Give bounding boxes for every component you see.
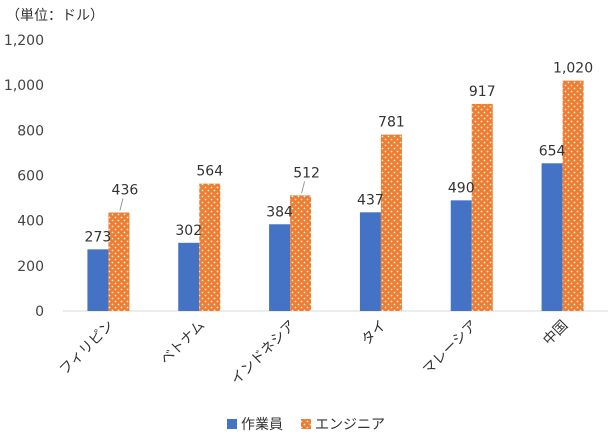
leader-line xyxy=(301,181,306,194)
bars xyxy=(87,80,584,312)
data-label: 436 xyxy=(112,183,139,199)
data-label: 384 xyxy=(266,204,293,220)
y-tick-label: 200 xyxy=(17,259,44,275)
category-label: 中国 xyxy=(540,318,571,349)
bar-worker xyxy=(359,212,381,311)
data-label: 302 xyxy=(175,223,202,239)
y-tick-label: 1,000 xyxy=(4,78,44,94)
data-labels: 273 436 302 564 384 512 437 781 490 917 654 1,020 xyxy=(85,61,594,246)
data-label: 781 xyxy=(378,115,405,131)
category-label: タイ xyxy=(359,318,390,349)
y-tick-label: 0 xyxy=(35,304,44,320)
data-label: 273 xyxy=(85,229,112,245)
bar-worker xyxy=(87,249,109,311)
legend: 作業員 エンジニア xyxy=(227,417,385,433)
data-label: 654 xyxy=(539,143,566,159)
y-tick-label: 400 xyxy=(17,214,44,230)
y-axis: 0 200 400 600 800 1,000 1,200 xyxy=(4,33,44,320)
bar-engineer xyxy=(108,212,130,311)
legend-swatch-engineer xyxy=(301,419,311,429)
y-tick-label: 800 xyxy=(17,123,44,139)
legend-swatch-worker xyxy=(227,419,237,429)
bar-engineer xyxy=(199,183,221,311)
bar-worker xyxy=(450,200,472,311)
legend-label-worker: 作業員 xyxy=(241,417,283,433)
legend-label-engineer: エンジニア xyxy=(315,417,385,433)
data-label: 564 xyxy=(196,164,223,180)
bar-worker xyxy=(178,242,200,311)
data-label: 917 xyxy=(469,84,496,100)
data-label: 437 xyxy=(357,192,384,208)
category-label: インドネシア xyxy=(228,318,299,389)
data-label: 490 xyxy=(448,180,475,196)
category-label: マレーシア xyxy=(420,318,481,379)
y-tick-label: 1,200 xyxy=(4,33,44,49)
data-label: 1,020 xyxy=(553,61,593,77)
bar-worker xyxy=(541,163,563,311)
y-tick-label: 600 xyxy=(17,169,44,185)
data-label: 512 xyxy=(293,165,320,181)
bar-engineer xyxy=(471,103,493,312)
leader-line xyxy=(119,198,124,211)
unit-label: （単位：ドル） xyxy=(6,8,104,24)
category-label: フィリピン xyxy=(57,318,118,379)
category-labels: フィリピン ベトナム インドネシア タイ マレーシア 中国 xyxy=(57,318,572,389)
bar-engineer xyxy=(290,195,312,311)
bar-engineer xyxy=(380,134,402,311)
category-label: ベトナム xyxy=(157,318,208,369)
bar-worker xyxy=(269,224,291,311)
bar-engineer xyxy=(562,80,584,312)
